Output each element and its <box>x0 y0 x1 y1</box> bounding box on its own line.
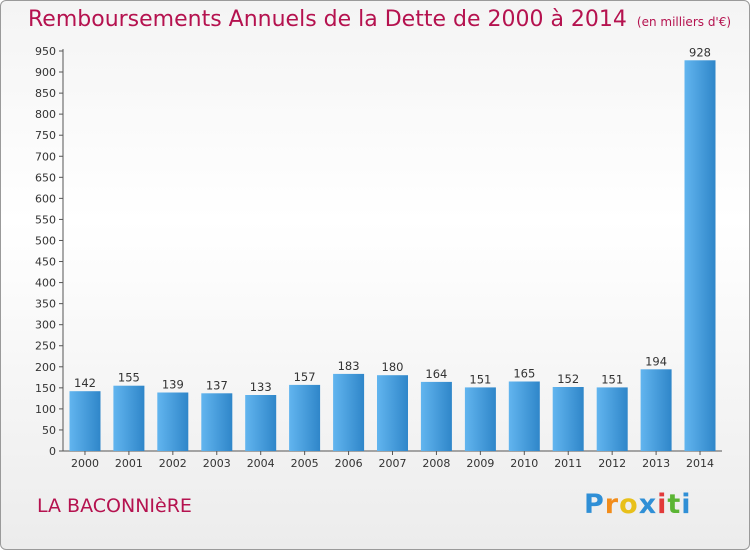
x-tick-label: 2008 <box>422 457 450 470</box>
bar-value-label: 151 <box>601 372 623 386</box>
y-tick-label: 450 <box>35 256 56 269</box>
bar-value-label: 142 <box>74 376 96 390</box>
bar-2011 <box>552 387 584 451</box>
logo-letter: x <box>638 489 658 520</box>
bar-value-label: 151 <box>469 372 491 386</box>
logo-letter: i <box>657 489 668 520</box>
x-tick-label: 2005 <box>291 457 319 470</box>
chart-title-text: Remboursements Annuels de la Dette de 20… <box>28 7 627 32</box>
y-tick-label: 800 <box>35 108 56 121</box>
bar-2003 <box>201 393 233 451</box>
bar-value-label: 180 <box>382 360 404 374</box>
y-tick-label: 300 <box>35 319 56 332</box>
logo-letter: r <box>604 489 620 520</box>
logo-letter: o <box>619 489 639 520</box>
y-tick-label: 700 <box>35 150 56 163</box>
bar-2013 <box>640 369 672 451</box>
bar-2010 <box>508 381 540 451</box>
bar-2000 <box>69 391 101 451</box>
y-tick-label: 50 <box>42 424 56 437</box>
x-tick-label: 2002 <box>159 457 187 470</box>
bar-value-label: 165 <box>513 367 535 381</box>
y-tick-label: 0 <box>49 445 56 458</box>
y-tick-label: 100 <box>35 403 56 416</box>
x-tick-label: 2000 <box>71 457 99 470</box>
bar-value-label: 164 <box>425 367 447 381</box>
x-tick-label: 2001 <box>115 457 143 470</box>
bar-value-label: 157 <box>294 370 316 384</box>
logo-letter: t <box>667 489 682 520</box>
bar-2012 <box>596 387 628 451</box>
bar-value-label: 155 <box>118 371 140 385</box>
y-tick-label: 200 <box>35 361 56 374</box>
x-tick-label: 2004 <box>247 457 275 470</box>
y-tick-label: 950 <box>35 45 56 58</box>
y-tick-label: 900 <box>35 66 56 79</box>
bar-2001 <box>113 385 145 451</box>
x-tick-label: 2007 <box>379 457 407 470</box>
y-tick-label: 850 <box>35 87 56 100</box>
x-tick-label: 2014 <box>686 457 714 470</box>
bar-value-label: 928 <box>689 45 711 59</box>
bar-2005 <box>289 384 321 451</box>
x-tick-label: 2010 <box>510 457 538 470</box>
y-tick-label: 500 <box>35 234 56 247</box>
y-tick-label: 150 <box>35 382 56 395</box>
bar-value-label: 194 <box>645 354 667 368</box>
bar-2014 <box>684 60 716 452</box>
bar-value-label: 137 <box>206 378 228 392</box>
x-tick-label: 2003 <box>203 457 231 470</box>
logo-letter: i <box>681 489 692 520</box>
proxiti-logo: Proxiti <box>584 489 692 520</box>
bar-2007 <box>377 375 408 451</box>
bar-2009 <box>464 387 496 451</box>
bar-value-label: 139 <box>162 378 184 392</box>
bar-2002 <box>157 392 189 451</box>
x-tick-label: 2012 <box>598 457 626 470</box>
x-tick-label: 2013 <box>642 457 670 470</box>
y-tick-label: 600 <box>35 192 56 205</box>
bar-value-label: 133 <box>250 380 272 394</box>
chart-title: Remboursements Annuels de la Dette de 20… <box>28 7 731 32</box>
chart-unit-text: (en milliers d'€) <box>636 15 732 29</box>
y-tick-label: 650 <box>35 171 56 184</box>
commune-name: LA BACONNIèRE <box>37 495 192 517</box>
x-tick-label: 2006 <box>335 457 363 470</box>
bar-value-label: 183 <box>338 359 360 373</box>
y-tick-label: 350 <box>35 298 56 311</box>
bar-2008 <box>420 381 452 451</box>
bar-2004 <box>245 395 277 451</box>
y-tick-label: 550 <box>35 213 56 226</box>
y-tick-label: 750 <box>35 129 56 142</box>
bar-value-label: 152 <box>557 372 579 386</box>
logo-letter: P <box>584 489 605 520</box>
y-tick-label: 400 <box>35 277 56 290</box>
x-tick-label: 2009 <box>466 457 494 470</box>
y-tick-label: 250 <box>35 340 56 353</box>
x-tick-label: 2011 <box>554 457 582 470</box>
bar-2006 <box>333 373 365 451</box>
